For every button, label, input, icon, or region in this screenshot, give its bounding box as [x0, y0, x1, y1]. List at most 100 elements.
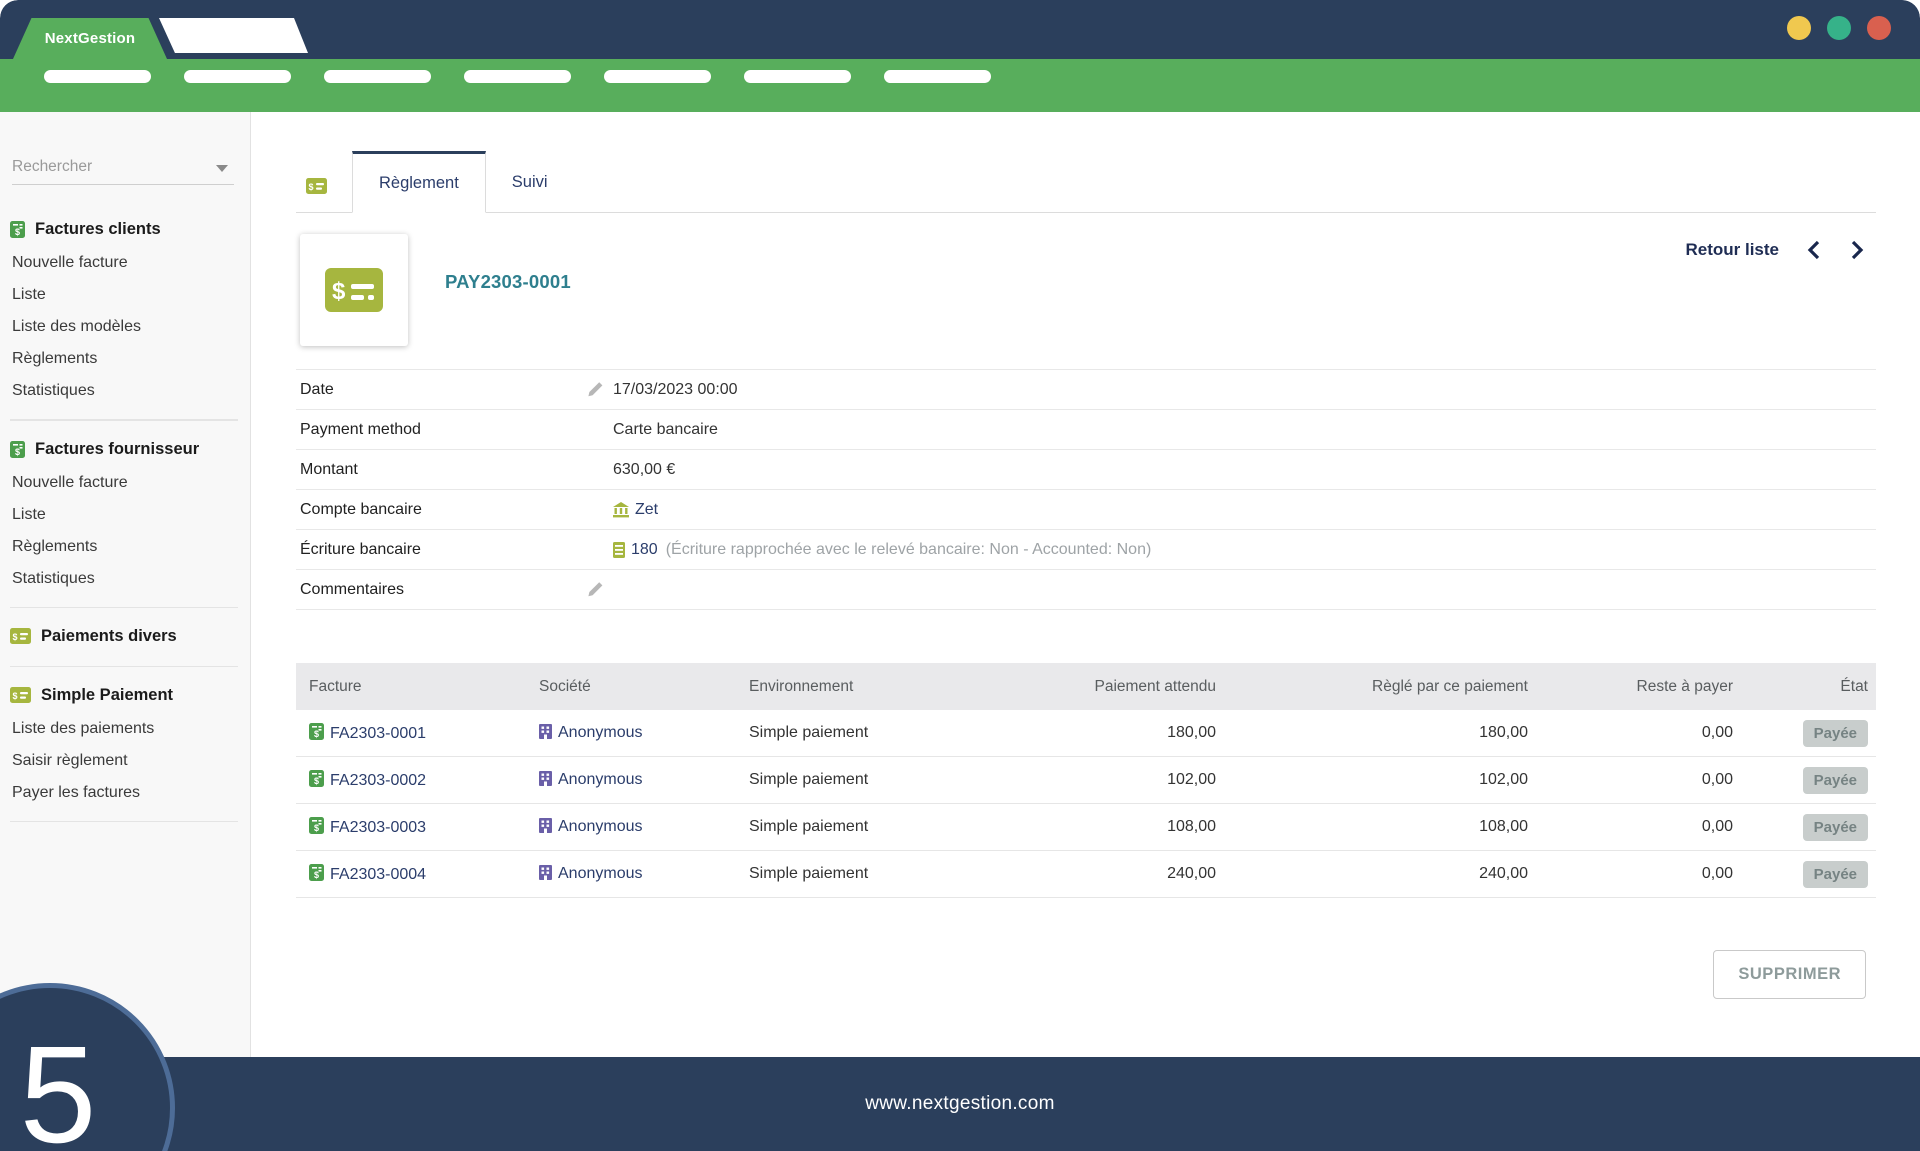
nav-pill[interactable] [184, 70, 291, 83]
remaining-amount-cell: 0,00 [1528, 803, 1733, 851]
sidebar-item-statistiques[interactable]: Statistiques [12, 382, 95, 399]
sidebar-section-factures-fournisseur: Factures fournisseur Nouvelle facture Li… [10, 420, 238, 608]
amount-value: 630,00 € [613, 460, 676, 478]
title-bar: NextGestion [0, 0, 1920, 59]
expected-amount-cell: 180,00 [959, 710, 1216, 757]
back-to-list-link[interactable]: Retour liste [1685, 240, 1779, 259]
sidebar-item-nouvelle-facture[interactable]: Nouvelle facture [12, 254, 128, 271]
maximize-button[interactable] [1827, 16, 1851, 40]
table-header-row: Facture Société Environnement Paiement a… [296, 663, 1876, 710]
svg-text:$: $ [332, 278, 346, 305]
money-check-icon [306, 178, 327, 194]
sidebar-item-reglements[interactable]: Règlements [12, 350, 98, 367]
paid-amount-cell: 102,00 [1216, 756, 1528, 804]
company-link[interactable]: Anonymous [558, 818, 643, 835]
sidebar-section-title[interactable]: Paiements divers [10, 618, 238, 654]
company-link[interactable]: Anonymous [558, 771, 643, 788]
bank-entry-note: (Écriture rapprochée avec le relevé banc… [665, 540, 1152, 558]
paid-amount-cell: 108,00 [1216, 803, 1528, 851]
invoice-icon [10, 440, 25, 458]
payment-method-value: Carte bancaire [613, 420, 718, 438]
main-content: Règlement Suivi $ PAY2303-0001 Retour li… [252, 112, 1920, 1057]
minimize-button[interactable] [1787, 16, 1811, 40]
sidebar-item-liste[interactable]: Liste [12, 506, 46, 523]
company-link[interactable]: Anonymous [558, 865, 643, 882]
sidebar-item-payer-les-factures[interactable]: Payer les factures [12, 784, 141, 801]
status-badge: Payée [1802, 813, 1868, 841]
sidebar-item-nouvelle-facture[interactable]: Nouvelle facture [12, 474, 128, 491]
nav-pill[interactable] [44, 70, 151, 83]
delete-button[interactable]: SUPPRIMER [1713, 950, 1866, 999]
detail-row-commentaires: Commentaires [296, 569, 1876, 610]
environment-cell: Simple paiement [749, 756, 959, 804]
table-row: FA2303-0002 Anonymous Simple paiement 10… [296, 756, 1876, 804]
detail-row-ecriture-bancaire: Écriture bancaire 180 (Écriture rapproch… [296, 529, 1876, 569]
table-row: FA2303-0004 Anonymous Simple paiement 24… [296, 850, 1876, 898]
col-facture: Facture [296, 663, 539, 710]
building-icon [539, 771, 552, 786]
tab-suivi[interactable]: Suivi [511, 172, 548, 191]
invoice-icon [309, 864, 324, 881]
brand-tab[interactable]: NextGestion [13, 18, 167, 59]
table-row: FA2303-0001 Anonymous Simple paiement 18… [296, 710, 1876, 757]
nav-pill[interactable] [324, 70, 431, 83]
building-icon [539, 865, 552, 880]
nav-pill[interactable] [464, 70, 571, 83]
invoice-icon [309, 770, 324, 787]
edit-pencil-icon[interactable] [587, 581, 613, 598]
bank-entry-link[interactable]: 180 [631, 540, 658, 558]
company-link[interactable]: Anonymous [558, 724, 643, 741]
sidebar-section-simple-paiement: Simple Paiement Liste des paiements Sais… [10, 667, 238, 822]
invoice-icon [309, 723, 324, 740]
col-reste-a-payer: Reste à payer [1528, 663, 1733, 710]
blank-tab[interactable] [159, 18, 308, 53]
sidebar-section-title[interactable]: Factures clients [10, 211, 238, 247]
col-societe: Société [539, 663, 749, 710]
chevron-right-icon[interactable] [1849, 239, 1865, 261]
col-environnement: Environnement [749, 663, 959, 710]
edit-pencil-icon[interactable] [587, 381, 613, 398]
chevron-down-icon[interactable] [216, 165, 228, 172]
nav-pill[interactable] [884, 70, 991, 83]
sidebar-item-liste-des-paiements[interactable]: Liste des paiements [12, 720, 155, 737]
money-check-icon: $ [325, 268, 383, 312]
building-icon [539, 724, 552, 739]
sidebar-section-title[interactable]: Factures fournisseur [10, 431, 238, 467]
nav-pill[interactable] [604, 70, 711, 83]
sidebar-section-title[interactable]: Simple Paiement [10, 677, 238, 713]
invoices-table: Facture Société Environnement Paiement a… [296, 663, 1876, 898]
expected-amount-cell: 102,00 [959, 756, 1216, 804]
invoice-link[interactable]: FA2303-0001 [330, 725, 427, 742]
remaining-amount-cell: 0,00 [1528, 850, 1733, 898]
paid-amount-cell: 180,00 [1216, 710, 1528, 757]
ledger-icon [613, 541, 625, 558]
sidebar-item-liste[interactable]: Liste [12, 286, 46, 303]
status-badge: Payée [1802, 860, 1868, 888]
invoice-link[interactable]: FA2303-0002 [330, 772, 427, 789]
bank-account-link[interactable]: Zet [635, 500, 659, 518]
search-box [12, 152, 234, 185]
sidebar-item-statistiques[interactable]: Statistiques [12, 570, 95, 587]
detail-row-compte-bancaire: Compte bancaire Zet [296, 489, 1876, 529]
sidebar-item-reglements[interactable]: Règlements [12, 538, 98, 555]
money-check-icon [10, 628, 31, 644]
search-input[interactable] [12, 152, 202, 182]
paid-amount-cell: 240,00 [1216, 850, 1528, 898]
sidebar-item-liste-des-modeles[interactable]: Liste des modèles [12, 318, 141, 335]
nav-pill[interactable] [744, 70, 851, 83]
detail-row-montant: Montant 630,00 € [296, 449, 1876, 489]
tab-reglement[interactable]: Règlement [352, 151, 486, 213]
payment-reference: PAY2303-0001 [445, 271, 571, 292]
sidebar-item-saisir-reglement[interactable]: Saisir règlement [12, 752, 128, 769]
tab-bar: Règlement Suivi [296, 112, 1876, 213]
invoice-link[interactable]: FA2303-0003 [330, 819, 427, 836]
invoice-icon [10, 220, 25, 238]
window-controls [1787, 16, 1891, 40]
table-row: FA2303-0003 Anonymous Simple paiement 10… [296, 803, 1876, 851]
close-button[interactable] [1867, 16, 1891, 40]
status-badge: Payée [1802, 719, 1868, 747]
invoice-link[interactable]: FA2303-0004 [330, 866, 427, 883]
chevron-left-icon[interactable] [1806, 239, 1822, 261]
footer: www.nextgestion.com [0, 1057, 1920, 1151]
